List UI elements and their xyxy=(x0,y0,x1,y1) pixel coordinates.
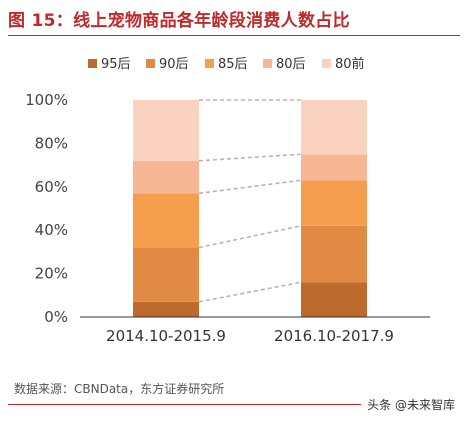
connector-lines xyxy=(198,99,302,303)
x-axis: 2014.10-2015.9 2016.10-2017.9 xyxy=(80,316,430,345)
source-note: 数据来源：CBNData，东方证券研究所 xyxy=(14,382,225,396)
bar-segment xyxy=(301,154,367,181)
y-tick-label: 20% xyxy=(35,265,68,283)
bar-segment xyxy=(301,225,367,283)
legend-swatch xyxy=(322,59,331,68)
watermark: 头条 @未来智库 xyxy=(361,394,461,415)
legend-label: 80后 xyxy=(276,57,306,72)
legend-label: 90后 xyxy=(159,57,189,72)
bar-segment xyxy=(301,100,367,155)
y-tick-label: 0% xyxy=(44,308,68,326)
connector-line xyxy=(198,153,302,162)
bar-segment xyxy=(133,160,199,194)
legend-swatch xyxy=(205,59,214,68)
legend-swatch xyxy=(263,59,272,68)
legend-label: 95后 xyxy=(101,57,131,72)
x-tick-label: 2014.10-2015.9 xyxy=(106,327,226,345)
bar-segment xyxy=(133,301,199,317)
y-axis: 0% 20% 40% 60% 80% 100% xyxy=(25,91,68,326)
connector-line xyxy=(198,179,302,195)
connector-line xyxy=(198,225,302,249)
legend-label: 85后 xyxy=(218,57,248,72)
connector-line xyxy=(198,281,302,303)
y-tick-label: 80% xyxy=(35,134,68,152)
legend-swatch xyxy=(146,59,155,68)
chart-legend: 95后 90后 85后 80后 80前 xyxy=(88,56,365,72)
bar-segment xyxy=(133,247,199,302)
bar-segment xyxy=(133,100,199,161)
stacked-bar-chart: 95后 90后 85后 80后 80前 0% 20% 40% 60% 80% 100% 2014.… xyxy=(25,56,430,345)
y-tick-label: 60% xyxy=(35,178,68,196)
chart-title: 图 15：线上宠物商品各年龄段消费人数占比 xyxy=(8,11,350,31)
y-tick-label: 40% xyxy=(35,221,68,239)
bar-segment xyxy=(133,193,199,248)
title-divider xyxy=(8,35,460,36)
legend-label: 80前 xyxy=(335,56,365,72)
bar-segment xyxy=(301,180,367,226)
bars-group xyxy=(133,100,367,317)
legend-swatch xyxy=(88,59,97,68)
x-tick-label: 2016.10-2017.9 xyxy=(274,327,394,345)
y-tick-label: 100% xyxy=(25,91,68,109)
bottom-divider xyxy=(8,404,460,405)
bar-segment xyxy=(301,282,367,317)
